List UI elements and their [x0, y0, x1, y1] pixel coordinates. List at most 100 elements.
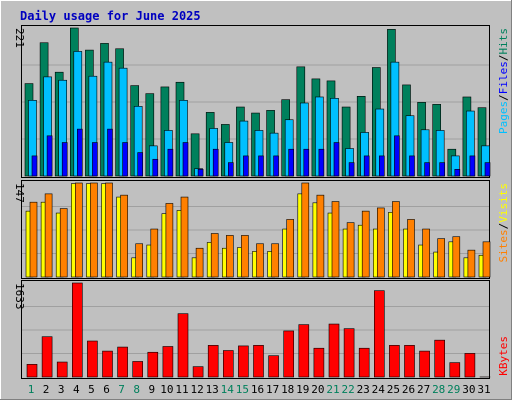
x-tick-day-17: 17: [266, 383, 279, 396]
bar-pages-day-30: [469, 155, 476, 177]
bar-pages-day-6: [107, 128, 113, 177]
bar-sites-day-6: [105, 182, 113, 278]
bar-kbytes-day-28: [434, 339, 446, 378]
bar-kbytes-day-20: [313, 347, 325, 378]
x-tick-day-14: 14: [221, 383, 235, 396]
bar-sites-day-31: [482, 241, 491, 278]
bar-kbytes-day-27: [419, 350, 430, 378]
x-tick-day-28: 28: [432, 383, 445, 396]
bar-pages-day-5: [92, 142, 98, 177]
bar-pages-day-31: [484, 162, 491, 177]
bar-pages-day-28: [439, 162, 446, 177]
bar-pages-day-26: [409, 155, 415, 177]
panel-visits-sites: [22, 182, 491, 278]
bar-sites-day-21: [331, 201, 340, 278]
bar-kbytes-day-29: [449, 362, 461, 378]
x-tick-day-10: 10: [160, 383, 173, 396]
bar-pages-day-4: [77, 128, 83, 177]
panel-frame-visits: [21, 180, 490, 279]
bar-kbytes-day-6: [102, 350, 113, 378]
bar-kbytes-day-8: [132, 361, 143, 378]
bar-kbytes-day-19: [298, 324, 310, 378]
bar-kbytes-day-22: [343, 328, 355, 378]
x-tick-day-19: 19: [296, 383, 309, 396]
bar-kbytes-day-18: [283, 330, 295, 378]
y-max-label-hits: 221: [13, 28, 26, 48]
legend-hits-files-pages-part-1: /: [497, 94, 510, 101]
bar-pages-day-12: [197, 169, 204, 177]
bar-kbytes-day-23: [358, 347, 370, 378]
bar-kbytes-day-10: [162, 346, 174, 378]
bar-sites-day-11: [180, 196, 189, 278]
bar-sites-day-14: [226, 235, 234, 278]
x-tick-day-21: 21: [326, 383, 339, 396]
bar-sites-day-12: [195, 247, 204, 278]
x-tick-day-2: 2: [43, 383, 50, 396]
x-tick-day-11: 11: [175, 383, 188, 396]
x-tick-day-1: 1: [28, 383, 35, 396]
bar-pages-day-14: [228, 162, 234, 177]
x-tick-day-6: 6: [103, 383, 110, 396]
bar-sites-day-9: [150, 228, 159, 278]
bar-sites-day-27: [422, 228, 430, 278]
x-tick-day-8: 8: [133, 383, 140, 396]
x-tick-day-16: 16: [251, 383, 264, 396]
panel-kbytes: [22, 282, 491, 378]
bar-sites-day-30: [467, 249, 476, 278]
bar-sites-day-26: [407, 219, 415, 278]
y-max-label-kbytes: 1633: [13, 283, 26, 310]
bar-kbytes-day-25: [389, 345, 400, 378]
bar-pages-day-8: [137, 152, 143, 177]
bar-kbytes-day-3: [56, 361, 68, 378]
bar-pages-day-25: [394, 135, 400, 177]
bar-sites-day-13: [210, 233, 219, 278]
x-tick-day-31: 31: [477, 383, 490, 396]
x-tick-day-7: 7: [118, 383, 125, 396]
panel-hits-files-pages: [22, 27, 491, 177]
x-tick-day-24: 24: [372, 383, 386, 396]
legend-hits-files-pages: Pages/Files/Hits: [497, 28, 510, 134]
legend-hits-files-pages-part-3: /: [497, 55, 510, 62]
bar-pages-day-13: [212, 148, 219, 177]
legend-kbytes: KBytes: [497, 336, 510, 376]
x-tick-day-5: 5: [88, 383, 95, 396]
x-axis-day-labels: 1 2 3 4 5 6 7 8 9 10 11 12 13 14 15 16 17 18 19 20 21 22 23 24 2…: [28, 383, 491, 396]
bar-sites-day-7: [120, 194, 128, 278]
bar-kbytes-day-7: [117, 346, 128, 378]
bar-sites-day-19: [301, 182, 310, 278]
bar-sites-day-24: [376, 207, 385, 278]
panel-frame-hits: [21, 25, 490, 178]
bar-sites-day-2: [44, 193, 53, 278]
bar-sites-day-22: [346, 222, 355, 278]
bar-pages-day-16: [258, 155, 264, 177]
bar-sites-day-4: [75, 182, 83, 278]
bar-sites-day-28: [437, 238, 446, 278]
bar-kbytes-day-4: [72, 282, 83, 378]
legend-hits-files-pages-part-4: Hits: [497, 28, 510, 55]
legend-kbytes-part-0: KBytes: [497, 336, 510, 376]
x-tick-day-12: 12: [190, 383, 203, 396]
bar-pages-day-7: [122, 142, 128, 177]
x-tick-day-29: 29: [447, 383, 460, 396]
x-tick-day-25: 25: [387, 383, 400, 396]
bar-sites-day-29: [452, 236, 461, 278]
bar-pages-day-27: [424, 162, 430, 177]
bar-kbytes-day-15: [238, 345, 249, 378]
x-tick-day-18: 18: [281, 383, 294, 396]
bar-pages-day-9: [152, 158, 159, 177]
bar-pages-day-18: [288, 148, 295, 177]
bar-kbytes-day-12: [192, 366, 204, 378]
x-tick-day-26: 26: [402, 383, 415, 396]
legend-hits-files-pages-part-0: Pages: [497, 101, 510, 134]
legend-sites-visits-part-1: /: [497, 223, 510, 230]
bar-sites-day-10: [165, 203, 174, 278]
legend-hits-files-pages-part-2: Files: [497, 61, 510, 94]
bar-sites-day-5: [90, 182, 98, 278]
bar-kbytes-day-13: [207, 345, 219, 378]
bar-sites-day-8: [135, 243, 143, 278]
bar-pages-day-2: [46, 135, 53, 177]
bar-pages-day-1: [31, 155, 38, 177]
bar-sites-day-16: [256, 243, 264, 278]
bar-sites-day-18: [286, 219, 295, 278]
